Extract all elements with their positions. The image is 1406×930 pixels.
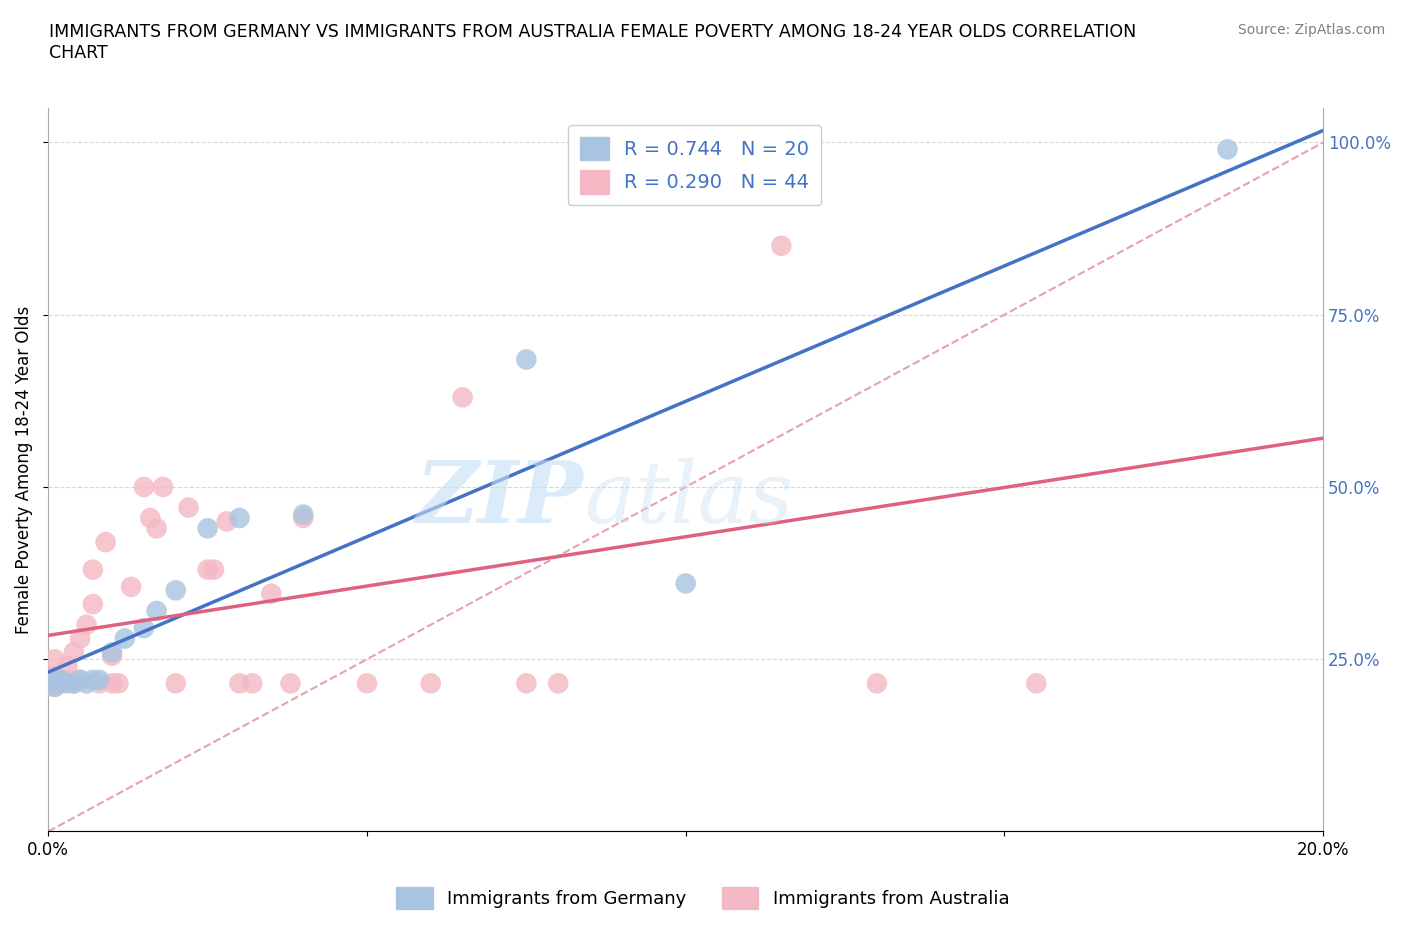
- Text: Source: ZipAtlas.com: Source: ZipAtlas.com: [1237, 23, 1385, 37]
- Point: [101, 644, 124, 659]
- Point: [62, 676, 84, 691]
- Point: [62, 676, 84, 691]
- Point: [139, 511, 162, 525]
- Point: [197, 563, 219, 578]
- Point: [240, 676, 263, 691]
- Point: [69, 631, 91, 646]
- Point: [89, 676, 111, 691]
- Point: [165, 676, 187, 691]
- Point: [107, 676, 129, 691]
- Text: atlas: atlas: [583, 458, 793, 540]
- Point: [132, 480, 155, 495]
- Point: [94, 535, 117, 550]
- Point: [82, 672, 104, 687]
- Point: [56, 658, 79, 673]
- Point: [101, 676, 124, 691]
- Point: [866, 676, 889, 691]
- Point: [69, 672, 91, 687]
- Legend: R = 0.744   N = 20, R = 0.290   N = 44: R = 0.744 N = 20, R = 0.290 N = 44: [568, 125, 821, 206]
- Point: [1216, 142, 1239, 157]
- Point: [1025, 676, 1047, 691]
- Point: [451, 390, 474, 405]
- Point: [228, 511, 250, 525]
- Point: [675, 183, 697, 198]
- Point: [44, 652, 66, 667]
- Text: ZIP: ZIP: [416, 457, 583, 540]
- Point: [145, 521, 167, 536]
- Point: [44, 679, 66, 694]
- Point: [280, 676, 302, 691]
- Point: [120, 579, 142, 594]
- Point: [44, 669, 66, 684]
- Point: [114, 631, 136, 646]
- Point: [770, 238, 793, 253]
- Point: [49, 676, 72, 691]
- Point: [76, 618, 98, 632]
- Point: [260, 586, 283, 601]
- Point: [49, 672, 72, 687]
- Y-axis label: Female Poverty Among 18-24 Year Olds: Female Poverty Among 18-24 Year Olds: [15, 306, 32, 634]
- Point: [89, 672, 111, 687]
- Point: [62, 644, 84, 659]
- Point: [69, 672, 91, 687]
- Point: [44, 679, 66, 694]
- Point: [101, 648, 124, 663]
- Point: [515, 352, 537, 367]
- Point: [675, 576, 697, 591]
- Point: [197, 521, 219, 536]
- Point: [132, 620, 155, 635]
- Point: [515, 676, 537, 691]
- Point: [215, 514, 238, 529]
- Point: [177, 500, 200, 515]
- Point: [56, 672, 79, 687]
- Point: [152, 480, 174, 495]
- Point: [44, 676, 66, 691]
- Point: [44, 672, 66, 687]
- Legend: Immigrants from Germany, Immigrants from Australia: Immigrants from Germany, Immigrants from…: [389, 880, 1017, 916]
- Point: [419, 676, 441, 691]
- Point: [292, 511, 315, 525]
- Point: [82, 597, 104, 612]
- Point: [202, 563, 225, 578]
- Point: [56, 676, 79, 691]
- Point: [228, 676, 250, 691]
- Point: [44, 672, 66, 687]
- Point: [165, 583, 187, 598]
- Point: [292, 507, 315, 522]
- Point: [145, 604, 167, 618]
- Point: [356, 676, 378, 691]
- Text: IMMIGRANTS FROM GERMANY VS IMMIGRANTS FROM AUSTRALIA FEMALE POVERTY AMONG 18-24 : IMMIGRANTS FROM GERMANY VS IMMIGRANTS FR…: [49, 23, 1136, 62]
- Point: [76, 676, 98, 691]
- Point: [82, 563, 104, 578]
- Point: [547, 676, 569, 691]
